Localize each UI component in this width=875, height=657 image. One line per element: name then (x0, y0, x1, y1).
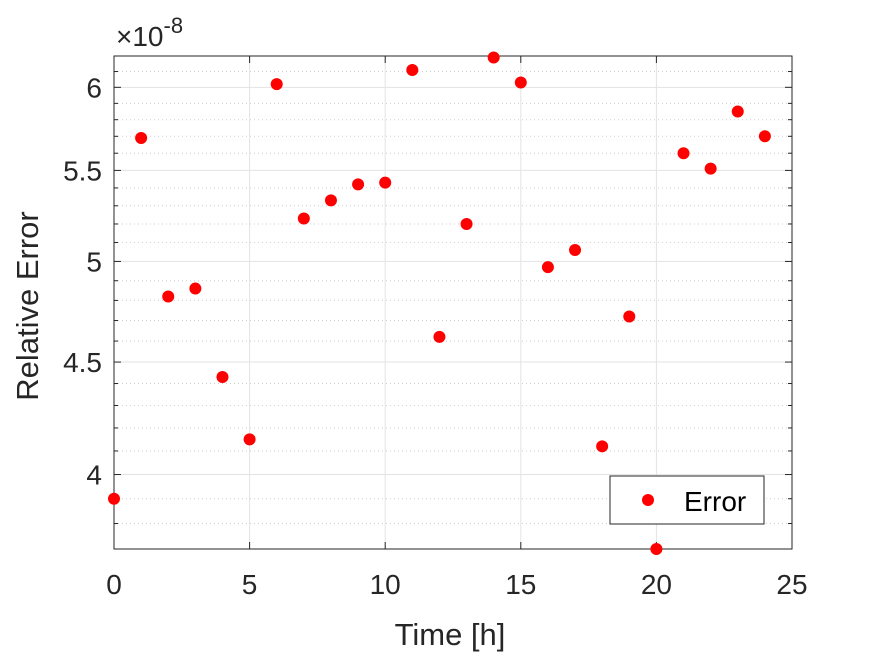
data-point (596, 440, 609, 453)
legend-label: Error (684, 486, 746, 517)
data-point (162, 290, 175, 303)
axis-ticks: 0 5 10 15 20 25 4 4.5 5 5.5 6 (63, 56, 808, 600)
x-tick-label: 25 (776, 569, 807, 600)
legend: Error (609, 475, 765, 525)
data-point (297, 212, 310, 225)
y-tick-label: 6 (86, 72, 102, 103)
y-tick-label: 4 (86, 460, 102, 491)
axes-box (113, 55, 793, 550)
data-point (243, 433, 256, 446)
x-tick-label: 5 (242, 569, 258, 600)
y-tick-label: 5 (86, 246, 102, 277)
data-point (189, 282, 202, 295)
data-point (108, 492, 120, 505)
data-point (758, 130, 771, 143)
data-point (650, 543, 663, 555)
x-axis-label: Time [h] (395, 617, 506, 652)
axes-frame (113, 55, 793, 550)
data-points (108, 51, 771, 555)
data-point (514, 76, 527, 89)
x-tick-label: 15 (505, 569, 536, 600)
data-point (433, 330, 446, 343)
data-point (487, 51, 500, 64)
data-point (135, 131, 148, 144)
data-point (731, 105, 744, 118)
data-point (460, 217, 473, 230)
legend-marker (642, 494, 654, 506)
data-point (352, 178, 365, 191)
data-point (216, 371, 229, 384)
legend-box (609, 475, 765, 525)
data-point (704, 162, 717, 175)
data-point (379, 176, 392, 189)
y-tick-label: 4.5 (63, 347, 102, 378)
y-tick-label: 5.5 (63, 155, 102, 186)
x-tick-label: 10 (370, 569, 401, 600)
data-point (677, 147, 690, 160)
data-point (623, 310, 636, 323)
data-point (324, 194, 337, 207)
data-point (569, 244, 582, 257)
data-point (541, 261, 554, 274)
data-point (270, 78, 283, 91)
data-point (406, 63, 419, 76)
plot-background (114, 56, 792, 549)
x-tick-label: 0 (106, 569, 122, 600)
y-axis-label: Relative Error (10, 211, 45, 401)
x-tick-label: 20 (641, 569, 672, 600)
y-exponent-label: ×10-8 (116, 13, 183, 52)
